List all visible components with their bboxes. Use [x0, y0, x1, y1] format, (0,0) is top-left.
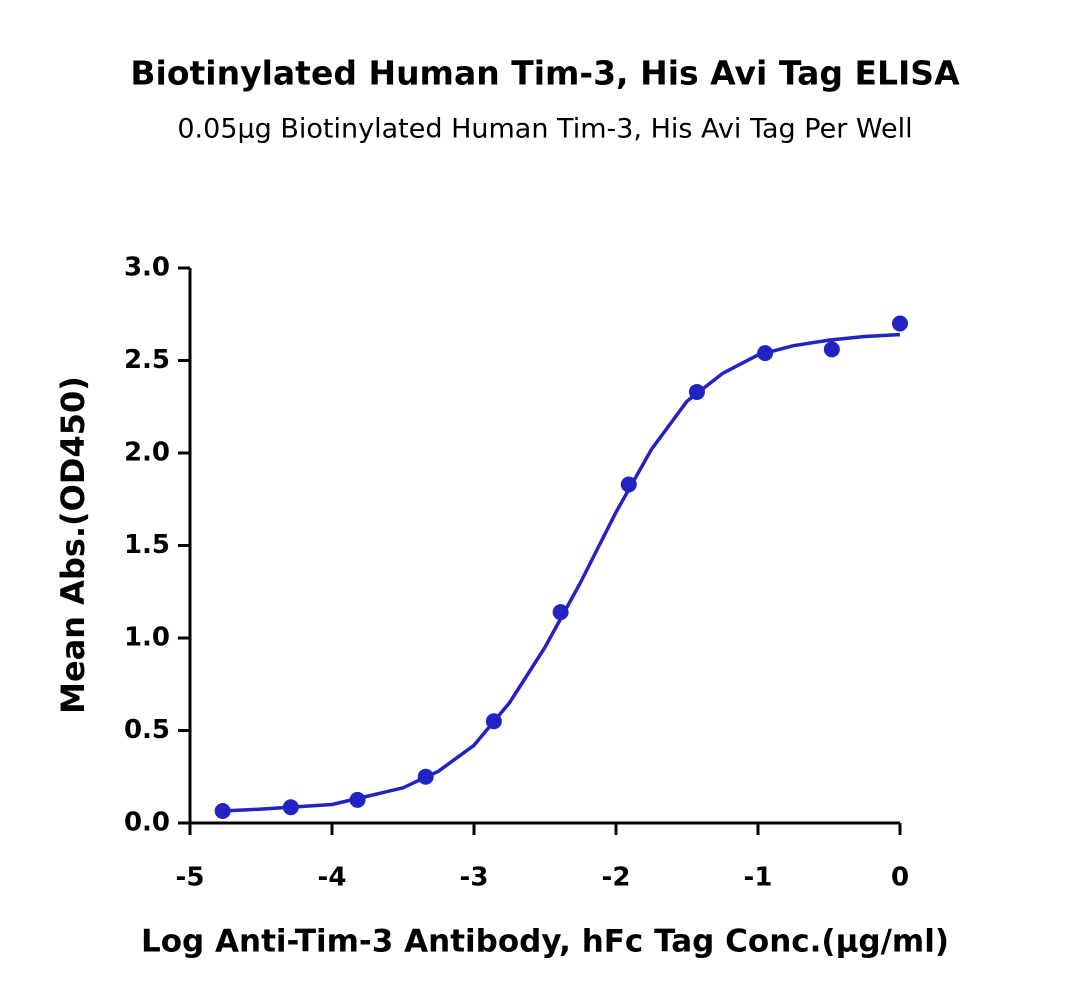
fit-curve [222, 332, 901, 813]
y-tick-label: 2.0 [124, 438, 170, 468]
chart-title: Biotinylated Human Tim-3, His Avi Tag EL… [130, 54, 960, 93]
x-tick-label: -1 [744, 863, 773, 893]
data-point [757, 345, 774, 362]
x-tick-label: -2 [602, 863, 631, 893]
data-point [688, 383, 705, 400]
x-tick-label: -3 [460, 863, 489, 893]
data-point [417, 768, 434, 785]
data-point [214, 802, 231, 819]
y-axis-label: Mean Abs.(OD450) [54, 376, 92, 714]
data-point [349, 791, 366, 808]
data-point [485, 713, 502, 730]
x-axis-label: Log Anti-Tim-3 Antibody, hFc Tag Conc.(μ… [141, 924, 949, 960]
data-point [282, 799, 299, 816]
x-tick-label: -5 [176, 863, 205, 893]
y-tick-label: 0.0 [124, 808, 170, 838]
chart-subtitle: 0.05μg Biotinylated Human Tim-3, His Avi… [177, 114, 912, 145]
y-tick-label: 1.5 [124, 530, 170, 560]
data-point [823, 341, 840, 358]
y-tick-label: 0.5 [124, 715, 170, 745]
data-point [552, 604, 569, 621]
data-point [620, 476, 637, 493]
x-tick-label: 0 [891, 863, 909, 893]
y-tick-label: 3.0 [124, 253, 170, 283]
data-point [892, 315, 908, 332]
y-tick-label: 2.5 [124, 345, 170, 375]
x-tick-label: -4 [318, 863, 347, 893]
y-tick-label: 1.0 [124, 623, 170, 653]
